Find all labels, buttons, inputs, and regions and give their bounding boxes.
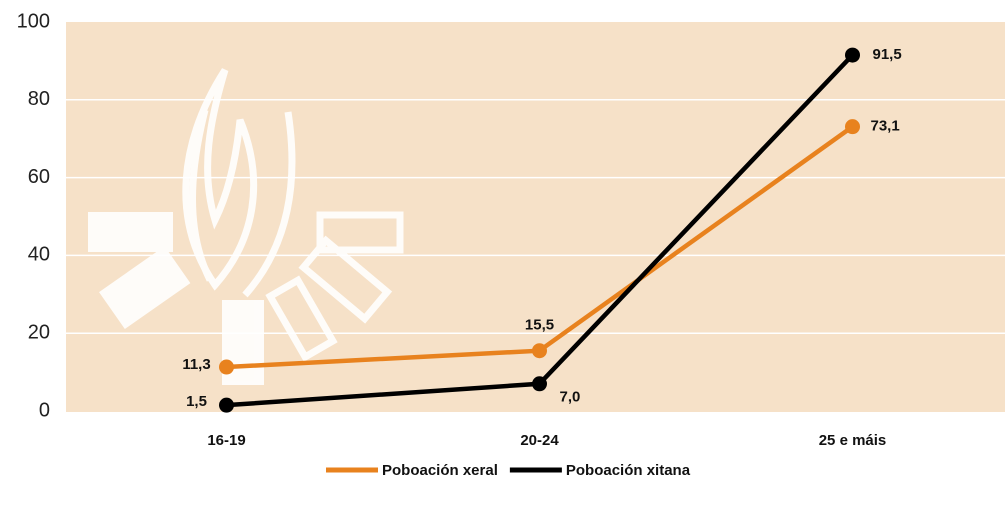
legend-label: Poboación xitana xyxy=(566,462,691,479)
y-tick-label: 80 xyxy=(28,88,50,110)
x-tick-label: 25 e máis xyxy=(819,432,887,449)
data-point xyxy=(219,397,234,413)
data-point xyxy=(845,47,860,63)
value-label: 7,0 xyxy=(560,389,581,406)
y-tick-label: 60 xyxy=(28,166,50,188)
data-point xyxy=(845,119,860,135)
value-label: 91,5 xyxy=(873,46,902,63)
data-point xyxy=(532,343,547,359)
value-label: 1,5 xyxy=(186,393,207,410)
x-tick-label: 16-19 xyxy=(207,432,245,449)
legend-label: Poboación xeral xyxy=(382,462,498,479)
y-tick-label: 100 xyxy=(17,10,50,32)
y-tick-label: 0 xyxy=(39,399,50,421)
y-tick-label: 40 xyxy=(28,244,50,266)
y-tick-label: 20 xyxy=(28,321,50,343)
data-point xyxy=(532,376,547,392)
value-label: 15,5 xyxy=(525,317,554,334)
value-label: 11,3 xyxy=(182,356,210,373)
data-point xyxy=(219,359,234,375)
value-label: 73,1 xyxy=(871,118,900,135)
x-tick-label: 20-24 xyxy=(520,432,559,449)
